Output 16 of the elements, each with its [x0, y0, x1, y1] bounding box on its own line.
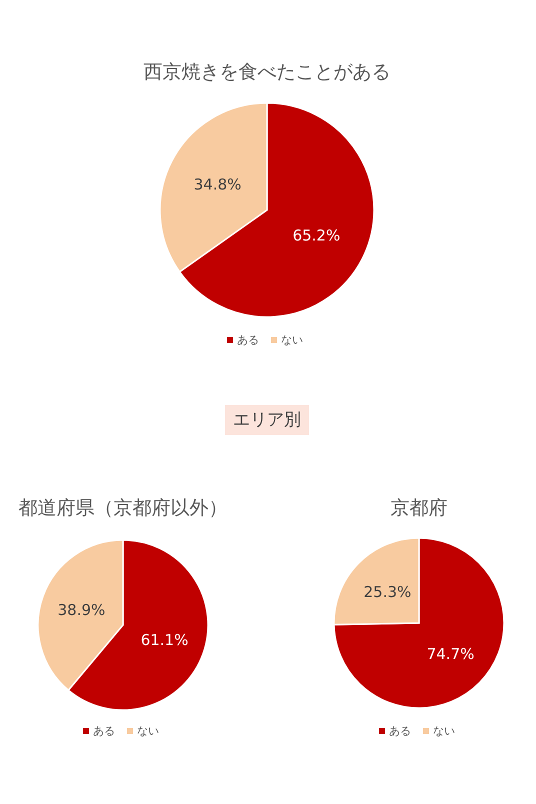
legend-label: ない — [433, 724, 455, 738]
legend-label: ない — [137, 724, 159, 738]
legend-label: ない — [281, 334, 303, 346]
legend-label: ある — [93, 724, 115, 738]
data-label: 65.2% — [292, 226, 340, 245]
data-label: 38.9% — [58, 600, 106, 619]
legend-label: ある — [237, 334, 259, 346]
data-label: 61.1% — [140, 631, 188, 650]
chart-title: 都道府県（京都府以外） — [18, 497, 228, 519]
chart-title: 西京焼きを食べたことがある — [144, 61, 390, 83]
legend-label: ある — [389, 724, 411, 738]
data-label: 25.3% — [364, 583, 412, 602]
text: エリア別 — [233, 410, 301, 430]
data-label: 34.8% — [194, 175, 242, 194]
data-label: 74.7% — [426, 644, 474, 663]
chart-title: 京都府 — [390, 497, 448, 519]
